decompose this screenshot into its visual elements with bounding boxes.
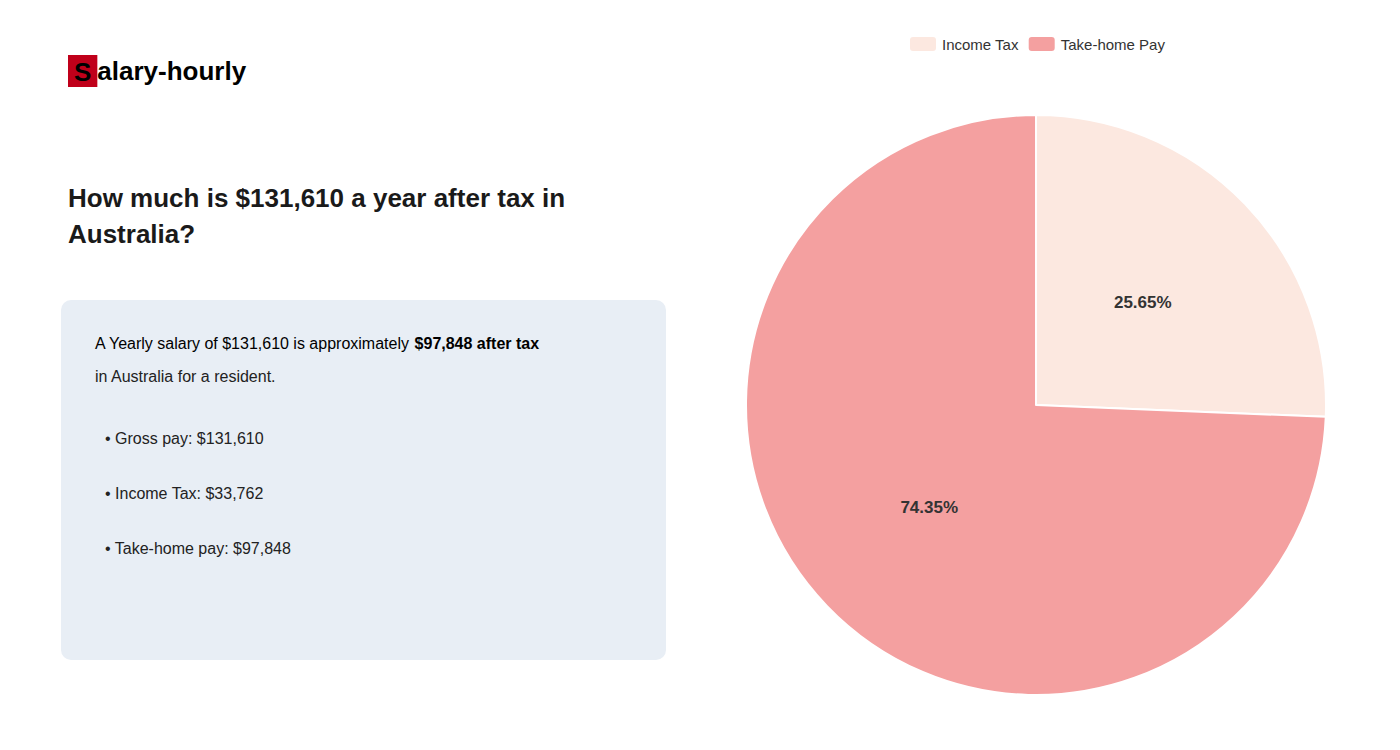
svg-text:alary-hourly: alary-hourly bbox=[97, 56, 246, 86]
svg-text:25.65%: 25.65% bbox=[1114, 293, 1172, 312]
svg-text:A Yearly salary of $131,610 is: A Yearly salary of $131,610 is approxima… bbox=[95, 335, 413, 352]
svg-text:$97,848 after tax: $97,848 after tax bbox=[415, 335, 540, 352]
svg-text:Income Tax: Income Tax bbox=[942, 36, 1019, 53]
svg-text:Australia?: Australia? bbox=[68, 219, 195, 249]
svg-text:in Australia for a resident.: in Australia for a resident. bbox=[95, 368, 276, 385]
svg-text:• Income Tax: $33,762: • Income Tax: $33,762 bbox=[105, 485, 263, 502]
svg-text:• Take-home pay: $97,848: • Take-home pay: $97,848 bbox=[105, 540, 291, 557]
svg-text:S: S bbox=[74, 57, 91, 87]
svg-text:How much is $131,610 a year af: How much is $131,610 a year after tax in bbox=[68, 183, 565, 213]
svg-text:Take-home Pay: Take-home Pay bbox=[1061, 36, 1166, 53]
svg-text:• Gross pay: $131,610: • Gross pay: $131,610 bbox=[105, 430, 264, 447]
svg-text:74.35%: 74.35% bbox=[900, 498, 958, 517]
